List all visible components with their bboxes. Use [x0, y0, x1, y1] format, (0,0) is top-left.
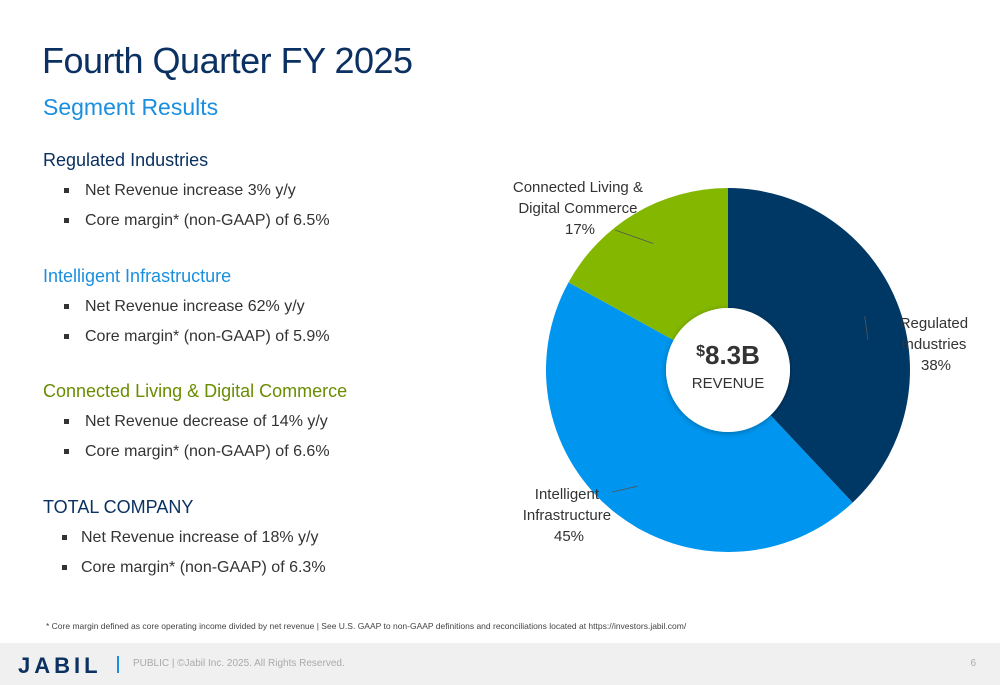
slice-leader-line [614, 229, 654, 244]
bullet-square-icon [64, 449, 69, 454]
segment-heading: Regulated Industries [43, 150, 209, 170]
footer-bar: JABIL PUBLIC | ©Jabil Inc. 2025. All Rig… [0, 643, 1000, 685]
donut-center-label: REVENUE [692, 375, 765, 392]
bullet-square-icon [64, 334, 69, 339]
segment-bullet: Core margin* (non-GAAP) of 6.5% [43, 211, 330, 241]
slice-label-connected-living: Connected Living & Digital Commerce 17% [513, 179, 647, 238]
segment-bullet: Core margin* (non-GAAP) of 6.6% [43, 442, 347, 472]
segment-bullet: Net Revenue increase 62% y/y [43, 297, 330, 327]
footer-divider [117, 656, 119, 673]
bullet-square-icon [64, 188, 69, 193]
bullet-text: Core margin* (non-GAAP) of 6.5% [85, 212, 330, 229]
jabil-logo: JABIL [18, 653, 102, 678]
donut-slice-intelligent-infrastructure [545, 282, 853, 552]
segment-connected-living: Connected Living & Digital Commerce Net … [43, 381, 347, 472]
segment-bullet: Net Revenue increase of 18% y/y [43, 528, 326, 558]
bullet-text: Core margin* (non-GAAP) of 6.3% [81, 559, 326, 576]
bullet-text: Net Revenue increase 62% y/y [85, 298, 305, 315]
bullet-text: Net Revenue increase of 18% y/y [81, 529, 319, 546]
slice-label-intelligent-infrastructure: Intelligent Infrastructure 45% [523, 486, 616, 545]
bullet-text: Core margin* (non-GAAP) of 6.6% [85, 443, 330, 460]
donut-slice-connected-living [568, 188, 728, 341]
segment-heading: Intelligent Infrastructure [43, 266, 232, 286]
segment-heading: TOTAL COMPANY [43, 497, 194, 517]
donut-center-value: $8.3B [696, 340, 760, 370]
bullet-text: Core margin* (non-GAAP) of 5.9% [85, 328, 330, 345]
segment-bullet: Core margin* (non-GAAP) of 6.3% [43, 558, 326, 588]
bullet-square-icon [62, 535, 67, 540]
segment-bullet: Net Revenue decrease of 14% y/y [43, 412, 347, 442]
bullet-square-icon [64, 419, 69, 424]
segment-bullet: Net Revenue increase 3% y/y [43, 181, 330, 211]
revenue-donut-chart: $8.3B REVENUE Connected Living & Digital… [513, 179, 973, 552]
page-title: Fourth Quarter FY 2025 [42, 40, 413, 81]
segment-intelligent-infrastructure: Intelligent Infrastructure Net Revenue i… [43, 266, 330, 357]
footer-copyright: PUBLIC | ©Jabil Inc. 2025. All Rights Re… [133, 658, 345, 669]
slice-label-regulated-industries: Regulated Industries 38% [900, 315, 973, 374]
donut-center-circle [666, 308, 790, 432]
page-subtitle: Segment Results [43, 94, 219, 120]
bullet-text: Net Revenue increase 3% y/y [85, 182, 296, 199]
page-number: 6 [970, 658, 976, 669]
bullet-square-icon [64, 304, 69, 309]
slice-leader-line [611, 485, 638, 493]
segment-heading: Connected Living & Digital Commerce [43, 381, 348, 401]
segment-total-company: TOTAL COMPANY Net Revenue increase of 18… [43, 497, 326, 588]
slice-leader-line [864, 315, 869, 341]
bullet-square-icon [62, 565, 67, 570]
segment-bullet: Core margin* (non-GAAP) of 5.9% [43, 327, 330, 357]
bullet-square-icon [64, 218, 69, 223]
bullet-text: Net Revenue decrease of 14% y/y [85, 413, 328, 430]
footnote: * Core margin defined as core operating … [46, 621, 687, 631]
donut-slice-regulated-industries [728, 188, 911, 503]
segment-regulated-industries: Regulated Industries Net Revenue increas… [43, 150, 330, 241]
